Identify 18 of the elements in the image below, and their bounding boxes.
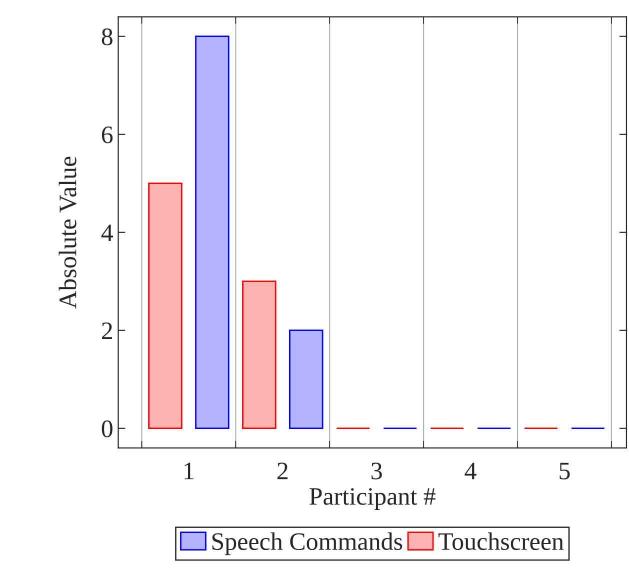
x-tick-label: 1 (184, 462, 194, 480)
legend-label: Speech Commands (212, 532, 402, 556)
y-tick-label: 8 (102, 28, 112, 46)
bar (148, 182, 182, 430)
x-axis-title: Participant # (310, 488, 436, 510)
y-tick-label: 0 (102, 420, 112, 438)
y-tick-label: 4 (101, 224, 113, 242)
x-tick-label: 3 (372, 462, 382, 480)
x-tick-label: 2 (278, 462, 288, 480)
y-axis-title: Absolute Value (58, 156, 76, 309)
y-tick-label: 6 (102, 126, 113, 144)
bar (195, 36, 230, 430)
bar (242, 280, 276, 430)
legend-label: Touchscreen (438, 532, 564, 550)
x-tick-label: 4 (464, 462, 476, 480)
x-tick-label: 5 (560, 462, 570, 480)
bar (289, 330, 324, 430)
y-tick-label: 2 (102, 322, 112, 340)
